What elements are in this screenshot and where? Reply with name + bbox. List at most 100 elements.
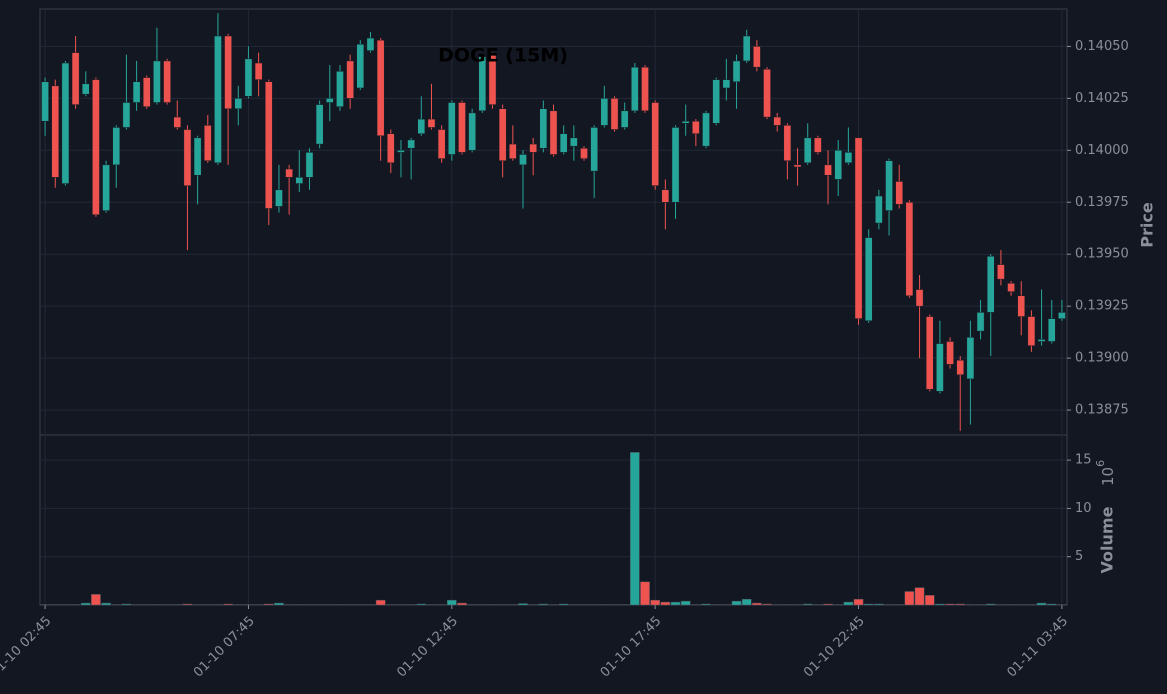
candle-body	[1027, 316, 1036, 346]
volume-bar	[660, 601, 671, 606]
volume-bar	[945, 603, 955, 606]
volume-bar	[955, 603, 966, 606]
volume-bar	[874, 603, 884, 606]
volume-bar	[823, 603, 833, 606]
volume-bar	[558, 603, 569, 606]
candle-body	[692, 120, 700, 134]
candle-body	[864, 237, 873, 321]
y-tick-label: 15	[1075, 453, 1092, 468]
candle-body	[336, 71, 344, 107]
volume-bar	[375, 599, 386, 606]
candle-body	[803, 137, 812, 164]
volume-bar	[457, 602, 467, 606]
volume-bar	[731, 600, 742, 606]
y-tick-label: 0.14025	[1075, 91, 1129, 106]
volume-bar	[223, 603, 233, 606]
candle-body	[41, 81, 49, 122]
candle-body	[620, 110, 629, 128]
candle-body	[600, 98, 609, 126]
volume-bar	[80, 602, 91, 606]
candle-body	[193, 137, 202, 176]
candle-body	[783, 125, 792, 161]
candle-body	[153, 60, 161, 103]
candle-body	[386, 133, 395, 164]
candle-body	[214, 35, 222, 164]
candle-body	[702, 112, 710, 147]
candle-body	[651, 102, 659, 186]
y-tick-label: 0.14000	[1075, 143, 1129, 158]
candle-body	[92, 79, 100, 215]
volume-bar	[91, 594, 101, 606]
y-tick-label: 0.13875	[1075, 403, 1129, 418]
candle-body	[976, 312, 985, 332]
candle-body	[895, 181, 904, 205]
volume-bar	[985, 603, 996, 606]
candle-body	[997, 264, 1005, 280]
candle-body	[448, 102, 456, 155]
volume-scale-base: 10	[1099, 467, 1117, 486]
candle-body	[936, 343, 944, 392]
candle-body	[529, 143, 537, 153]
candle-body	[753, 46, 761, 68]
volume-bar	[630, 452, 640, 606]
candle-body	[244, 58, 253, 97]
candle-body	[346, 60, 354, 99]
candle-body	[458, 102, 466, 153]
candle-body	[112, 127, 121, 166]
y-tick-label: 10	[1075, 501, 1092, 516]
volume-bar	[670, 601, 681, 606]
candle-body	[325, 98, 334, 103]
volume-bar	[863, 603, 874, 606]
candle-body	[915, 289, 924, 307]
y-tick-label: 0.14050	[1075, 39, 1129, 54]
candle-body	[264, 81, 273, 209]
volume-bar	[762, 603, 772, 606]
candle-body	[315, 104, 324, 145]
candle-body	[356, 44, 365, 89]
volume-scale-exponent: 6	[1094, 460, 1107, 467]
candle-body	[732, 60, 741, 82]
candle-body	[285, 168, 293, 178]
candle-body	[793, 164, 802, 168]
volume-bar	[924, 595, 935, 606]
candle-body	[681, 120, 690, 124]
volume-bar	[741, 598, 752, 606]
volume-bar	[904, 591, 915, 606]
candle-body	[966, 337, 975, 380]
volume-bar	[121, 603, 132, 606]
candle-body	[742, 35, 751, 62]
candle-body	[234, 98, 243, 109]
candle-body	[275, 189, 283, 207]
candle-body	[925, 316, 934, 390]
candle-body	[956, 359, 965, 375]
candle-body	[610, 98, 619, 130]
volume-bar	[518, 603, 528, 606]
candle-body	[1047, 318, 1056, 342]
candle-body	[295, 177, 304, 184]
volume-bar	[182, 603, 193, 606]
y-tick-label: 0.13925	[1075, 299, 1129, 314]
candle-body	[671, 127, 680, 203]
volume-bar	[1036, 602, 1047, 606]
y-tick-label: 0.13950	[1075, 247, 1129, 262]
candle-body	[773, 116, 782, 126]
candle-body	[712, 79, 721, 124]
candle-body	[549, 110, 558, 155]
volume-bar	[680, 600, 691, 606]
candle-body	[163, 60, 171, 103]
candle-body	[142, 77, 151, 107]
volume-axis-label: Volume	[1098, 506, 1117, 573]
candle-body	[407, 139, 415, 149]
candle-body	[122, 102, 131, 128]
candle-body	[437, 129, 446, 159]
candle-body	[417, 118, 426, 134]
candle-body	[1037, 339, 1046, 342]
volume-bar	[853, 598, 864, 606]
candle-body	[376, 39, 385, 137]
volume-bar	[538, 603, 549, 606]
price-axis-label: Price	[1138, 202, 1157, 248]
candle-body	[986, 256, 995, 313]
volume-bar	[274, 602, 284, 606]
candle-body	[814, 137, 822, 153]
